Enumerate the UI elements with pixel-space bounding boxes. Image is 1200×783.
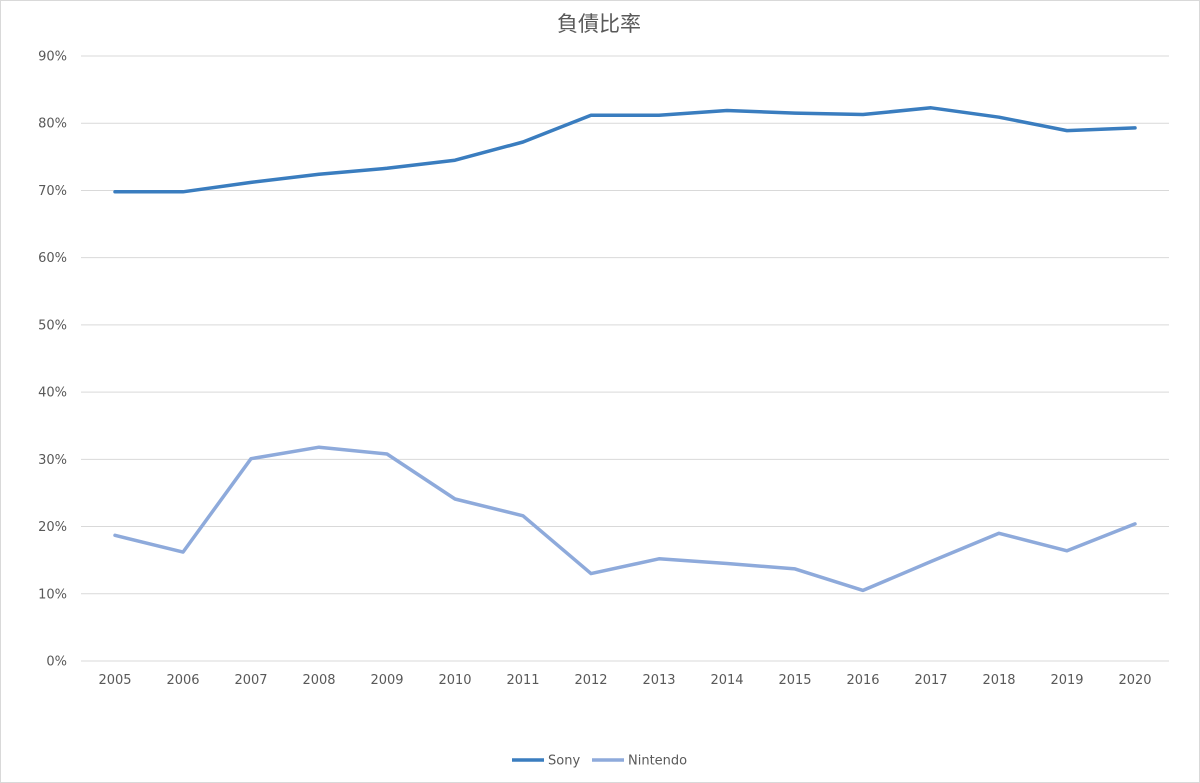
x-tick-label: 2008 (302, 673, 335, 688)
y-tick-label: 70% (38, 184, 67, 199)
x-tick-label: 2005 (98, 673, 131, 688)
series-layer (113, 106, 1137, 593)
y-tick-label: 0% (46, 655, 67, 670)
x-tick-label: 2017 (914, 673, 947, 688)
legend-item-nintendo: Nintendo (592, 754, 687, 769)
x-tick-label: 2007 (234, 673, 267, 688)
x-tick-label: 2016 (846, 673, 879, 688)
x-tick-label: 2012 (574, 673, 607, 688)
x-tick-label: 2014 (710, 673, 743, 688)
y-tick-label: 90% (38, 50, 67, 65)
x-tick-label: 2006 (166, 673, 199, 688)
y-tick-label: 10% (38, 587, 67, 602)
x-tick-label: 2009 (370, 673, 403, 688)
x-tick-label: 2018 (982, 673, 1015, 688)
y-axis-labels: 0% 10% 20% 30% 40% 50% 60% 70% 80% 90% (38, 50, 67, 670)
legend-label: Sony (548, 754, 580, 769)
legend-item-sony: Sony (512, 754, 580, 769)
x-tick-label: 2015 (778, 673, 811, 688)
x-tick-label: 2010 (438, 673, 471, 688)
y-tick-label: 30% (38, 453, 67, 468)
x-tick-label: 2011 (506, 673, 539, 688)
y-tick-label: 40% (38, 386, 67, 401)
x-axis-labels: 2005 2006 2007 2008 2009 2010 2011 2012 2013 2014… (98, 673, 1151, 688)
chart-title: 負債比率 (557, 12, 641, 36)
legend-label: Nintendo (628, 754, 687, 769)
y-tick-label: 20% (38, 520, 67, 535)
series-line-sony (113, 106, 1137, 194)
legend: Sony Nintendo (512, 754, 687, 769)
x-tick-label: 2019 (1050, 673, 1083, 688)
x-tick-label: 2020 (1118, 673, 1151, 688)
y-tick-label: 80% (38, 117, 67, 132)
y-tick-label: 60% (38, 251, 67, 266)
x-tick-label: 2013 (642, 673, 675, 688)
series-line-nintendo (113, 445, 1137, 593)
y-tick-label: 50% (38, 318, 67, 333)
grid-layer (81, 55, 1169, 662)
